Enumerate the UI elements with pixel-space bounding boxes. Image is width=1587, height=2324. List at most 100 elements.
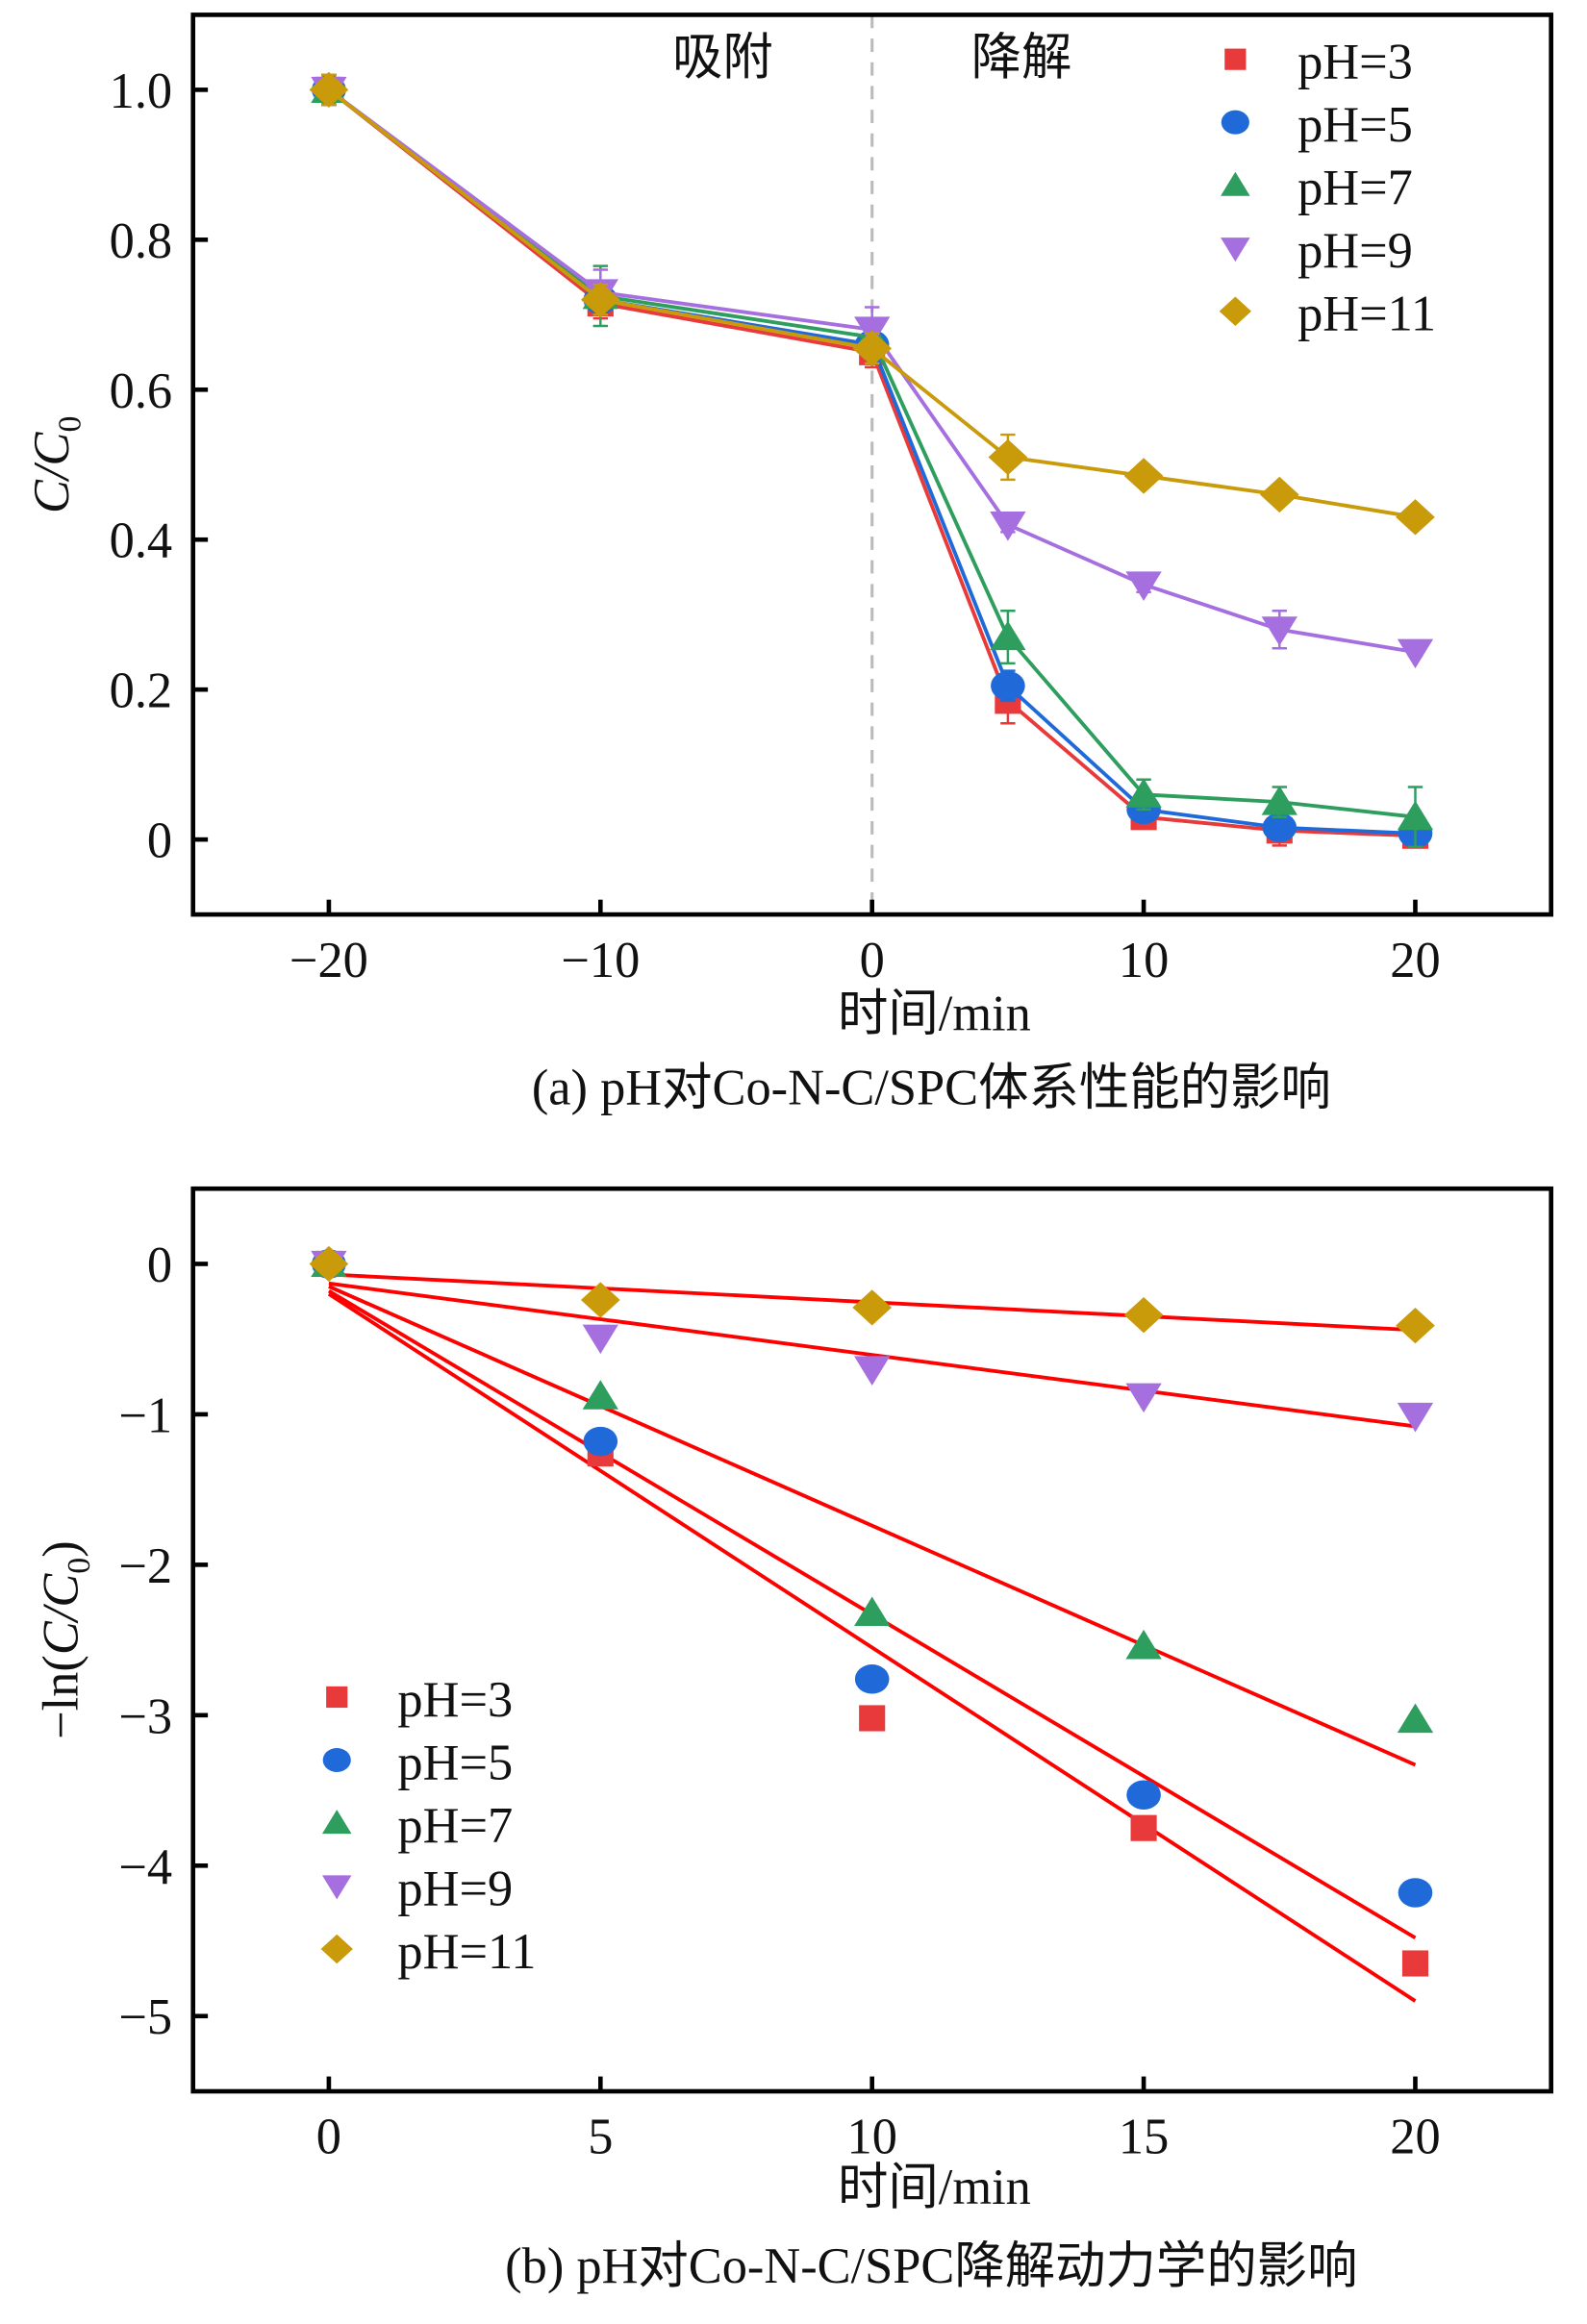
legend-label: pH=9 xyxy=(397,1862,513,1917)
x-tick-label: 20 xyxy=(1390,2110,1440,2165)
y-tick-label: −5 xyxy=(118,1989,172,2045)
y-axis-label: −ln(C/C0) xyxy=(33,1540,96,1739)
plot-frame xyxy=(190,12,1553,917)
y-label-subscript: 0 xyxy=(53,416,88,433)
series-line xyxy=(327,87,1416,838)
legend-item: pH=5 xyxy=(1221,97,1413,153)
y-label-prefix: −ln( xyxy=(33,1655,88,1739)
legend-label: pH=3 xyxy=(397,1672,513,1728)
data-point xyxy=(1397,800,1434,831)
y-tick-label: −1 xyxy=(118,1387,172,1443)
data-point xyxy=(854,1664,890,1694)
y-label-main: C/C xyxy=(24,431,80,512)
legend-item: pH=9 xyxy=(1221,223,1413,279)
data-point xyxy=(854,1596,891,1627)
data-point xyxy=(580,1282,620,1318)
legend-label: pH=7 xyxy=(397,1798,513,1854)
annotation-label: 降解 xyxy=(971,30,1072,86)
data-point xyxy=(1397,1402,1434,1433)
legend-item: pH=9 xyxy=(321,1862,513,1917)
y-tick-label: 0.2 xyxy=(110,663,173,719)
data-point xyxy=(859,1705,886,1732)
x-tick-label: −20 xyxy=(290,933,368,988)
data-point xyxy=(1130,1814,1157,1841)
x-tick-label: 10 xyxy=(1119,933,1169,988)
legend-label: pH=5 xyxy=(1297,97,1413,153)
data-point xyxy=(991,671,1025,701)
data-point xyxy=(309,1245,349,1283)
data-point xyxy=(1123,458,1164,494)
data-point xyxy=(1259,476,1299,513)
data-point xyxy=(1125,778,1162,808)
legend-item: pH=11 xyxy=(320,1924,536,1980)
legend-item: pH=3 xyxy=(326,1672,513,1728)
data-point xyxy=(580,282,620,318)
x-tick-label: 0 xyxy=(316,2110,341,2165)
y-label-subscript: 0 xyxy=(62,1558,97,1574)
legend-marker-triangle-down-icon xyxy=(321,1875,352,1900)
x-tick-label: 10 xyxy=(847,2110,897,2165)
data-point xyxy=(1401,1950,1429,1977)
y-axis-label: C/C0 xyxy=(24,416,88,513)
data-point xyxy=(1396,499,1435,536)
data-point xyxy=(1125,571,1162,601)
y-tick-label: 1.0 xyxy=(110,63,173,119)
legend-label: pH=3 xyxy=(1297,35,1413,90)
data-point xyxy=(1397,1703,1434,1734)
legend-item: pH=11 xyxy=(1219,287,1436,342)
data-point xyxy=(988,438,1028,476)
x-tick-label: 0 xyxy=(860,933,885,988)
data-point xyxy=(990,512,1026,541)
y-tick-label: 0.8 xyxy=(110,213,173,269)
legend-marker-triangle-up-icon xyxy=(321,1810,352,1835)
data-point xyxy=(582,1380,618,1410)
y-label-suffix: ) xyxy=(33,1540,88,1557)
y-tick-label: −2 xyxy=(118,1538,172,1594)
data-point xyxy=(990,620,1026,651)
data-point xyxy=(1125,1383,1162,1413)
legend-label: pH=11 xyxy=(1297,287,1436,342)
legend-marker-triangle-down-icon xyxy=(1221,237,1250,262)
y-tick-label: 0 xyxy=(147,1237,172,1293)
y-tick-label: −3 xyxy=(118,1688,172,1744)
x-tick-label: 5 xyxy=(588,2110,613,2165)
y-label-main: C/C xyxy=(33,1573,88,1655)
legend-item: pH=7 xyxy=(321,1798,513,1854)
data-point xyxy=(582,1324,618,1355)
y-tick-label: 0.6 xyxy=(110,363,173,419)
legend-label: pH=5 xyxy=(397,1736,513,1791)
fit-line-pH=3 xyxy=(327,1292,1417,2003)
chart-b: 0 5 10 15 20 0 −1 −2 −3 −4 −5 pH=3 pH=5 pH=7 pH=9 pH=11… xyxy=(33,1186,1553,2294)
x-tick-label: 15 xyxy=(1119,2110,1169,2165)
legend-label: pH=7 xyxy=(1297,161,1413,216)
data-point xyxy=(1397,638,1434,669)
legend-marker-square-icon xyxy=(326,1686,348,1709)
data-point xyxy=(1123,1297,1164,1334)
legend-marker-diamond-icon xyxy=(1219,296,1252,326)
data-point xyxy=(1261,786,1297,815)
legend-label: pH=11 xyxy=(397,1924,536,1980)
data-point xyxy=(1261,616,1297,646)
data-point xyxy=(1126,1780,1161,1811)
data-point xyxy=(1398,1878,1433,1908)
plot-frame xyxy=(190,1186,1553,2094)
annotation-label: 吸附 xyxy=(672,30,773,86)
series-line xyxy=(327,87,1416,836)
data-point xyxy=(583,1426,618,1457)
y-tick-label: 0.4 xyxy=(110,513,173,569)
legend-marker-square-icon xyxy=(1224,48,1247,70)
chart-a: −20 −10 0 10 20 0 0.2 0.4 0.6 0.8 1.0 吸附 降解 pH=3 pH=5 p… xyxy=(24,12,1553,1115)
fit-line-pH=9 xyxy=(328,1281,1416,1429)
legend-marker-triangle-up-icon xyxy=(1221,171,1250,196)
data-point xyxy=(1262,812,1297,842)
data-point xyxy=(852,1289,893,1326)
legend-label: pH=9 xyxy=(1297,223,1413,279)
y-tick-label: 0 xyxy=(147,813,172,869)
fit-line-pH=7 xyxy=(328,1285,1417,1767)
data-point xyxy=(1125,1629,1162,1660)
data-point xyxy=(852,330,893,367)
figure-caption: (a) pH对Co-N-C/SPC体系性能的影响 xyxy=(532,1060,1331,1115)
legend-marker-circle-icon xyxy=(322,1747,351,1772)
legend-item: pH=7 xyxy=(1221,161,1413,216)
